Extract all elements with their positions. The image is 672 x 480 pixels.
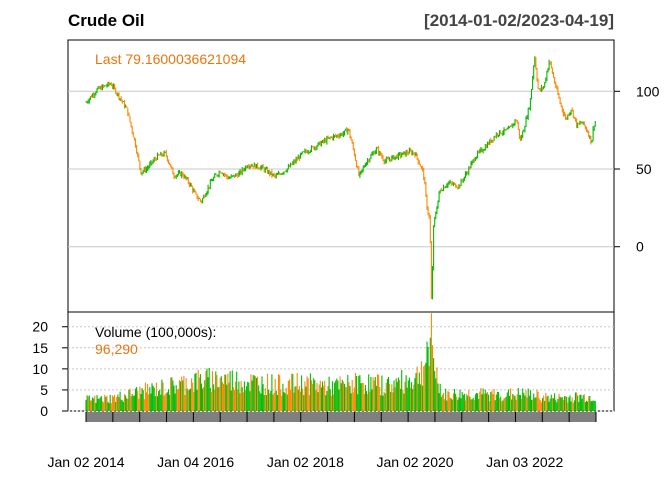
price-tick-label: 50 (636, 161, 652, 177)
price-grid (68, 90, 614, 248)
x-tick-label: Jan 02 2014 (47, 454, 124, 470)
price-tick-label: 100 (636, 83, 660, 99)
x-tick-label: Jan 04 2016 (157, 454, 234, 470)
date-range: [2014-01-02/2023-04-19] (424, 11, 614, 30)
time-strip-ticks (85, 412, 597, 422)
volume-tick-label: 10 (32, 361, 48, 377)
volume-label: Volume (100,000s): (95, 324, 216, 340)
chart-title: Crude Oil (68, 11, 145, 30)
x-tick-label: Jan 02 2018 (267, 454, 344, 470)
x-tick-label: Jan 02 2020 (376, 454, 453, 470)
price-candles (85, 56, 596, 300)
x-tick-label: Jan 03 2022 (486, 454, 563, 470)
volume-tick-label: 0 (40, 403, 48, 419)
price-tick-label: 0 (636, 239, 644, 255)
volume-bars (85, 313, 596, 411)
volume-tick-label: 15 (32, 340, 48, 356)
volume-axis: 20 15 10 5 0 (32, 319, 68, 419)
volume-tick-label: 20 (32, 319, 48, 335)
time-strip (86, 412, 596, 422)
last-price-label: Last 79.1600036621094 (95, 51, 246, 67)
x-axis-labels: Jan 02 2014 Jan 04 2016 Jan 02 2018 Jan 02 … (47, 454, 563, 470)
volume-last-value: 96,290 (95, 341, 138, 357)
volume-tick-label: 5 (40, 382, 48, 398)
price-axis: 100 50 0 (614, 83, 660, 255)
